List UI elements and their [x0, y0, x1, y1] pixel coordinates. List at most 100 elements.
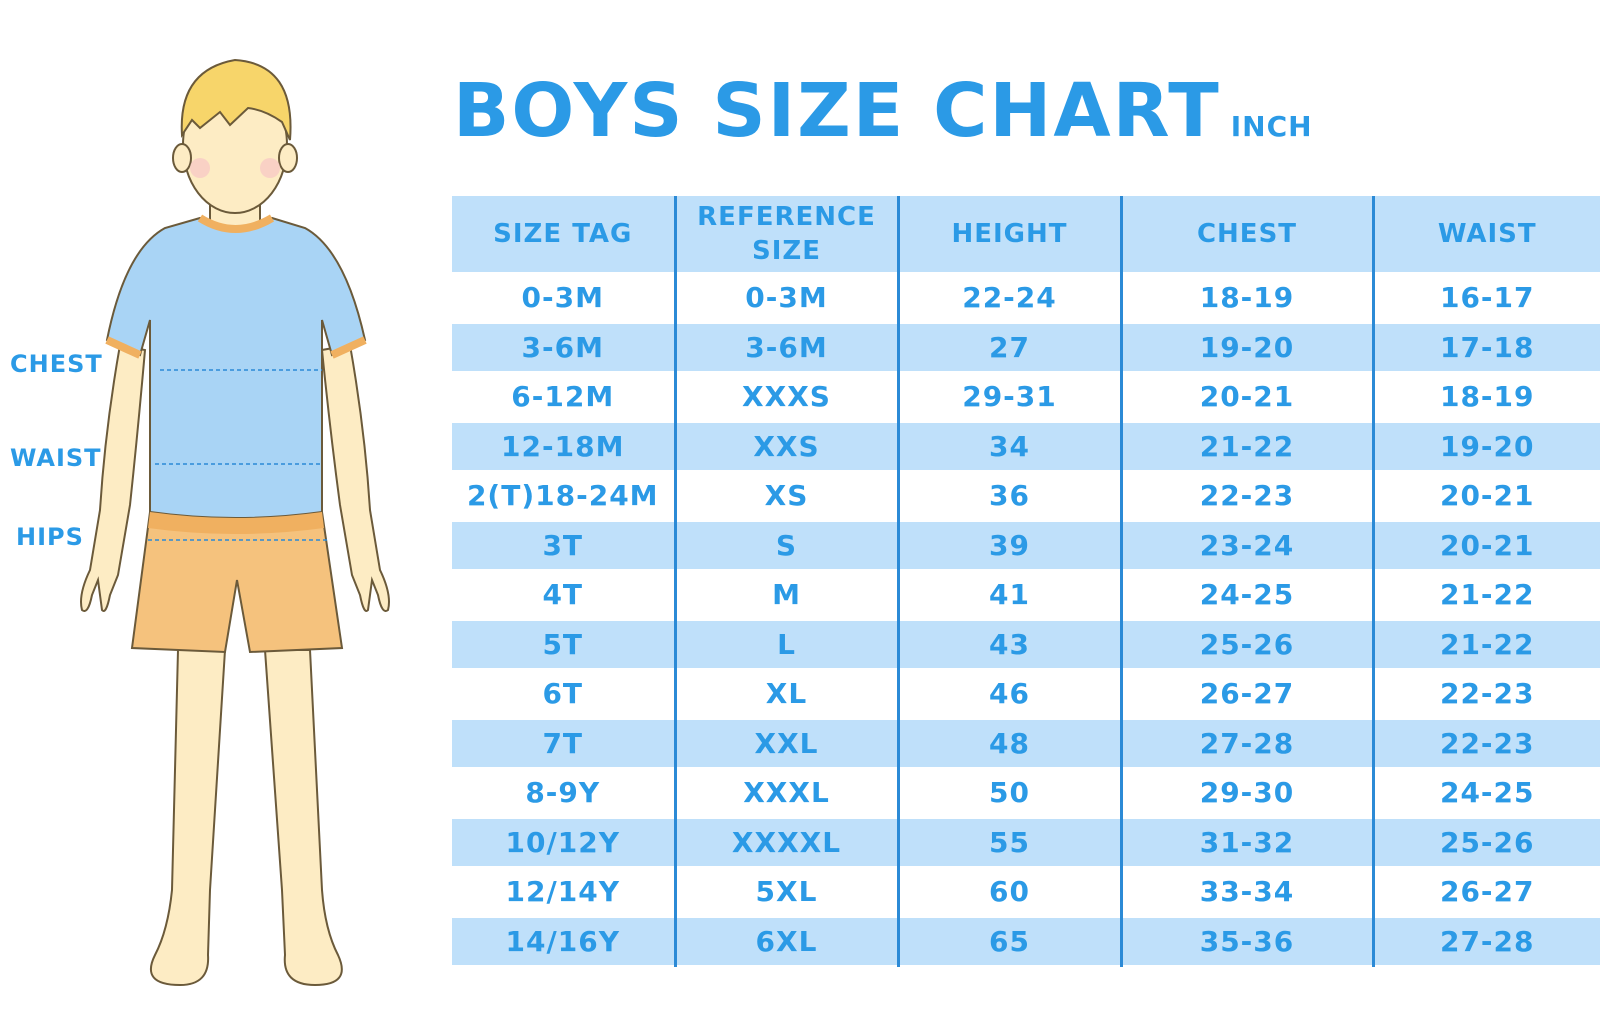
cell-height: 50 — [896, 768, 1121, 818]
cell-chest: 21-22 — [1119, 421, 1373, 471]
cell-size-tag: 6T — [542, 677, 584, 711]
right-arm — [320, 343, 390, 612]
cell-chest: 25-26 — [1119, 619, 1373, 669]
cell-height: 27 — [896, 322, 1121, 372]
cell-size-tag: 14/16Y — [505, 924, 620, 958]
header-waist: WAIST — [1371, 196, 1600, 273]
cell-height: 48 — [896, 718, 1121, 768]
header-chest: CHEST — [1119, 196, 1373, 273]
cell-height: 22-24 — [896, 273, 1121, 323]
cell-chest: 20-21 — [1119, 372, 1373, 422]
left-ear — [172, 143, 192, 173]
cell-waist: 19-20 — [1371, 421, 1600, 471]
cell-chest: 26-27 — [1119, 669, 1373, 719]
table-row: 5T L 43 25-26 21-22 — [452, 619, 1600, 669]
cell-reference-size: XS — [673, 471, 898, 521]
cell-height: 34 — [896, 421, 1121, 471]
cell-reference-size: 6XL — [673, 916, 898, 966]
table-row: 14/16Y 6XL 65 35-36 27-28 — [452, 916, 1600, 966]
cell-reference-size: XL — [673, 669, 898, 719]
cell-size-tag: 8-9Y — [525, 776, 601, 810]
cell-size-tag: 6-12M — [511, 380, 615, 414]
table-row: 12/14Y 5XL 60 33-34 26-27 — [452, 867, 1600, 917]
table-body: 0-3M 0-3M 22-24 18-19 16-17 3-6M 3-6M 27 19-20 17… — [452, 273, 1600, 966]
cell-height: 41 — [896, 570, 1121, 620]
cell-waist: 27-28 — [1371, 916, 1600, 966]
left-sleeve-cuff — [105, 336, 142, 359]
cell-chest: 18-19 — [1119, 273, 1373, 323]
cell-waist: 25-26 — [1371, 817, 1600, 867]
cell-size-tag: 0-3M — [521, 281, 604, 315]
cell-chest: 23-24 — [1119, 520, 1373, 570]
cell-reference-size: S — [673, 520, 898, 570]
cell-waist: 21-22 — [1371, 619, 1600, 669]
cell-waist: 26-27 — [1371, 867, 1600, 917]
size-table: SIZE TAG REFERENCE SIZE HEIGHT CHEST WAI… — [452, 196, 1600, 967]
header-size-tag: SIZE TAG — [493, 219, 633, 249]
left-cheek — [190, 158, 210, 178]
shirt-collar — [197, 214, 275, 233]
cell-chest: 22-23 — [1119, 471, 1373, 521]
waist-label: WAIST — [10, 444, 102, 472]
cell-chest: 33-34 — [1119, 867, 1373, 917]
table-row: 8-9Y XXXL 50 29-30 24-25 — [452, 768, 1600, 818]
cell-chest: 29-30 — [1119, 768, 1373, 818]
title-unit: INCH — [1230, 110, 1313, 143]
cell-waist: 21-22 — [1371, 570, 1600, 620]
right-cheek — [260, 158, 280, 178]
cell-reference-size: 3-6M — [673, 322, 898, 372]
cell-height: 65 — [896, 916, 1121, 966]
table-row: 12-18M XXS 34 21-22 19-20 — [452, 421, 1600, 471]
cell-waist: 17-18 — [1371, 322, 1600, 372]
cell-chest: 24-25 — [1119, 570, 1373, 620]
table-row: 0-3M 0-3M 22-24 18-19 16-17 — [452, 273, 1600, 323]
boy-figure-illustration — [80, 58, 390, 987]
table-row: 4T M 41 24-25 21-22 — [452, 570, 1600, 620]
header-reference-size: REFERENCE SIZE — [673, 196, 898, 273]
cell-waist: 24-25 — [1371, 768, 1600, 818]
cell-size-tag: 5T — [542, 627, 584, 661]
cell-waist: 16-17 — [1371, 273, 1600, 323]
cell-reference-size: XXL — [673, 718, 898, 768]
cell-reference-size: XXXXL — [673, 817, 898, 867]
cell-size-tag: 3-6M — [521, 330, 604, 364]
cell-waist: 22-23 — [1371, 669, 1600, 719]
table-row: 6-12M XXXS 29-31 20-21 18-19 — [452, 372, 1600, 422]
cell-reference-size: M — [673, 570, 898, 620]
right-sleeve-cuff — [330, 336, 367, 359]
cell-size-tag: 3T — [542, 528, 584, 562]
table-row: 10/12Y XXXXL 55 31-32 25-26 — [452, 817, 1600, 867]
title-main: BOYS SIZE CHART — [453, 68, 1221, 154]
cell-chest: 35-36 — [1119, 916, 1373, 966]
cell-chest: 27-28 — [1119, 718, 1373, 768]
hair — [180, 58, 292, 141]
left-arm — [80, 343, 147, 612]
cell-waist: 20-21 — [1371, 520, 1600, 570]
cell-height: 55 — [896, 817, 1121, 867]
cell-reference-size: 5XL — [673, 867, 898, 917]
cell-height: 60 — [896, 867, 1121, 917]
shorts-waistband — [148, 512, 324, 534]
cell-chest: 31-32 — [1119, 817, 1373, 867]
chest-label: CHEST — [10, 350, 103, 378]
cell-height: 39 — [896, 520, 1121, 570]
table-header-row: SIZE TAG REFERENCE SIZE HEIGHT CHEST WAI… — [452, 196, 1600, 273]
cell-height: 29-31 — [896, 372, 1121, 422]
cell-reference-size: XXXL — [673, 768, 898, 818]
cell-size-tag: 7T — [542, 726, 584, 760]
cell-size-tag: 4T — [542, 578, 584, 612]
cell-height: 46 — [896, 669, 1121, 719]
cell-reference-size: XXS — [673, 421, 898, 471]
header-height: HEIGHT — [896, 196, 1121, 273]
cell-reference-size: XXXS — [673, 372, 898, 422]
cell-waist: 20-21 — [1371, 471, 1600, 521]
cell-reference-size: 0-3M — [673, 273, 898, 323]
cell-reference-size: L — [673, 619, 898, 669]
table-row: 3-6M 3-6M 27 19-20 17-18 — [452, 322, 1600, 372]
cell-size-tag: 12/14Y — [505, 875, 620, 909]
left-leg — [149, 649, 227, 987]
cell-size-tag: 12-18M — [501, 429, 625, 463]
page-title: BOYS SIZE CHART INCH — [453, 68, 1313, 154]
table-row: 6T XL 46 26-27 22-23 — [452, 669, 1600, 719]
